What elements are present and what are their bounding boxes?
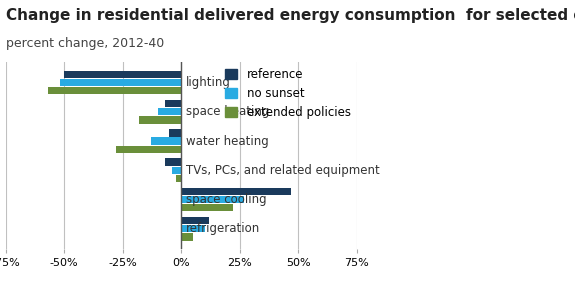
Bar bbox=[151, 137, 181, 145]
Bar bbox=[172, 167, 181, 174]
Bar bbox=[181, 217, 209, 224]
Bar bbox=[181, 196, 244, 203]
Text: water heating: water heating bbox=[186, 134, 269, 147]
Text: Change in residential delivered energy consumption  for selected end uses: Change in residential delivered energy c… bbox=[6, 8, 575, 23]
Bar bbox=[170, 129, 181, 136]
Text: percent change, 2012-40: percent change, 2012-40 bbox=[6, 37, 164, 50]
Bar bbox=[181, 204, 232, 211]
Text: refrigeration: refrigeration bbox=[186, 222, 260, 235]
Bar bbox=[165, 158, 181, 166]
Bar bbox=[116, 145, 181, 153]
Bar bbox=[64, 71, 181, 78]
Bar bbox=[158, 108, 181, 115]
Text: space heating: space heating bbox=[186, 105, 269, 118]
Text: lighting: lighting bbox=[186, 76, 231, 89]
Bar bbox=[60, 79, 181, 86]
Bar bbox=[48, 87, 181, 95]
Text: TVs, PCs, and related equipment: TVs, PCs, and related equipment bbox=[186, 164, 380, 177]
Bar bbox=[181, 225, 205, 232]
Legend: reference, no sunset, extended policies: reference, no sunset, extended policies bbox=[225, 68, 351, 119]
Bar bbox=[181, 233, 193, 241]
Bar bbox=[165, 100, 181, 107]
Bar bbox=[181, 188, 291, 195]
Text: space cooling: space cooling bbox=[186, 193, 266, 206]
Bar bbox=[139, 116, 181, 124]
Bar bbox=[177, 175, 181, 182]
